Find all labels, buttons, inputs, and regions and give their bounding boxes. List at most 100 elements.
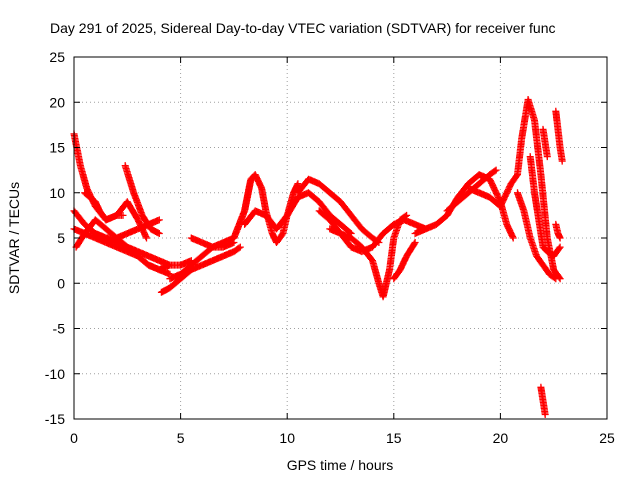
- data-point: [486, 167, 499, 179]
- data-point: [537, 383, 547, 403]
- data-point: [531, 116, 545, 177]
- data-point: [526, 234, 540, 259]
- y-tick-label: -15: [45, 411, 65, 427]
- data-point: [454, 181, 471, 201]
- data-point: [119, 211, 127, 219]
- data-point: [507, 172, 520, 188]
- data-series-track-19: [464, 171, 521, 210]
- data-point: [550, 244, 563, 260]
- data-point: [486, 175, 504, 204]
- data-point: [262, 211, 280, 232]
- data-point: [552, 107, 562, 132]
- y-tick-label: -10: [45, 366, 65, 382]
- data-point: [337, 198, 354, 218]
- data-layer: [70, 96, 566, 418]
- data-point: [541, 139, 551, 159]
- data-point: [130, 189, 146, 218]
- data-point: [496, 181, 514, 210]
- data-point: [177, 267, 194, 283]
- data-point: [556, 234, 564, 242]
- y-tick-label: 15: [49, 140, 65, 156]
- data-point: [305, 189, 322, 205]
- data-point: [411, 239, 419, 246]
- data-point: [326, 189, 343, 205]
- data-point: [315, 180, 333, 196]
- x-tick-label: 15: [386, 430, 402, 446]
- data-point: [390, 217, 404, 242]
- data-point: [379, 221, 397, 237]
- data-point: [166, 276, 183, 292]
- data-point: [432, 212, 450, 228]
- data-series-track-8: [157, 243, 244, 296]
- data-point: [123, 243, 141, 259]
- y-axis-label: SDTVAR / TECUs: [6, 182, 22, 294]
- data-point: [526, 153, 538, 195]
- data-point: [558, 157, 566, 165]
- data-point: [369, 231, 386, 251]
- data-point: [81, 189, 98, 205]
- data-point: [230, 208, 248, 242]
- chart-title: Day 291 of 2025, Sidereal Day-to-day VTE…: [50, 20, 556, 36]
- data-point: [241, 177, 255, 215]
- data-point: [509, 234, 517, 242]
- data-point: [552, 275, 560, 283]
- data-series-track-6: [81, 189, 127, 224]
- data-point: [166, 261, 174, 269]
- data-series-track-23: [537, 383, 549, 418]
- data-point: [315, 207, 333, 223]
- data-series-track-24: [552, 107, 566, 165]
- data-point: [70, 130, 84, 168]
- x-tick-label: 20: [493, 430, 509, 446]
- data-point: [369, 257, 382, 286]
- data-point: [337, 220, 354, 236]
- data-point: [283, 195, 301, 219]
- data-point: [379, 267, 393, 301]
- axis-ticks: -15 -10 -5 0 5 10 15 20 25 0 5 10 15 20 25: [45, 49, 615, 446]
- data-point: [236, 243, 244, 251]
- data-point: [81, 217, 98, 237]
- data-point: [294, 176, 312, 197]
- data-point: [550, 266, 563, 281]
- data-point: [533, 252, 546, 268]
- data-point: [230, 244, 243, 256]
- data-point: [514, 189, 527, 213]
- data-point: [134, 252, 151, 268]
- data-series-track-13: [294, 175, 383, 246]
- x-tick-label: 0: [70, 430, 78, 446]
- data-point: [539, 125, 549, 145]
- data-point: [545, 270, 559, 282]
- x-axis-label: GPS time / hours: [287, 457, 394, 473]
- data-point: [396, 212, 409, 224]
- data-point: [273, 231, 286, 246]
- data-point: [143, 234, 150, 242]
- y-tick-label: 10: [49, 185, 65, 201]
- data-point: [147, 225, 162, 237]
- data-point: [187, 253, 205, 269]
- data-point: [358, 225, 375, 241]
- data-point: [537, 171, 551, 240]
- data-series-track-22: [526, 153, 564, 260]
- data-point: [554, 125, 564, 150]
- data-series-track-25: [552, 220, 564, 242]
- data-point: [347, 234, 365, 250]
- data-point: [138, 211, 154, 232]
- data-point: [492, 166, 500, 174]
- data-series-track-18: [443, 166, 500, 215]
- data-point: [273, 213, 290, 233]
- y-tick-label: -5: [53, 321, 66, 337]
- data-point: [454, 190, 471, 206]
- data-point: [475, 172, 493, 188]
- data-point: [72, 231, 88, 251]
- data-point: [403, 240, 418, 260]
- data-point: [91, 216, 109, 232]
- data-point: [443, 199, 461, 215]
- data-point: [520, 207, 534, 240]
- data-point: [539, 243, 550, 254]
- data-series-track-26: [539, 125, 551, 161]
- data-point: [539, 261, 552, 277]
- data-point: [556, 144, 566, 164]
- x-tick-label: 10: [279, 430, 295, 446]
- data-point: [251, 171, 265, 191]
- y-tick-label: 25: [49, 49, 65, 65]
